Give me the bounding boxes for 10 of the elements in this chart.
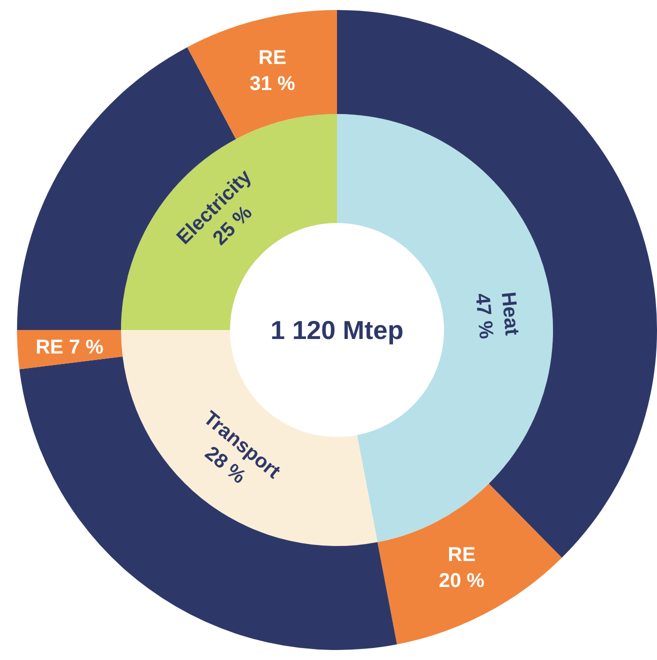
donut-slice: [187, 10, 337, 140]
donut-slice: [337, 114, 553, 542]
donut-slice: [19, 356, 397, 650]
text: 1 120 Mtep: [270, 315, 404, 346]
data-label: RE 7 %: [36, 336, 104, 358]
slice-label: Heat: [496, 291, 523, 337]
data-label: RE 31 %: [250, 46, 296, 95]
data-label: 47 %: [470, 292, 497, 340]
donut-slice: [377, 484, 562, 644]
data-label: RE 20 %: [438, 544, 485, 592]
